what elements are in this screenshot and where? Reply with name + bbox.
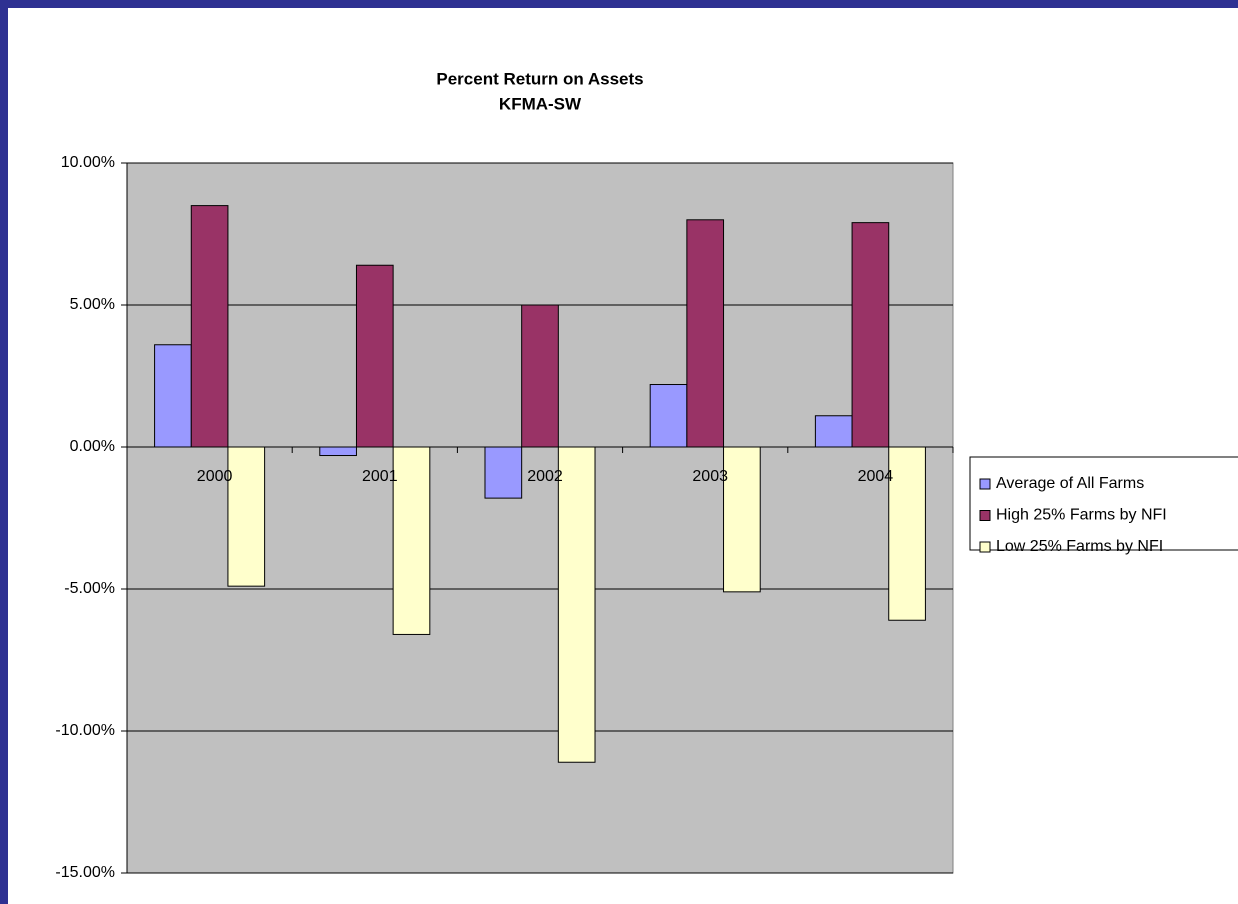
bar bbox=[686, 219, 725, 448]
y-tick-label: 5.00% bbox=[70, 296, 115, 313]
legend-label: High 25% Farms by NFI bbox=[996, 507, 1167, 524]
bar bbox=[227, 446, 266, 587]
bar bbox=[814, 415, 853, 448]
y-tick-label: 0.00% bbox=[70, 438, 115, 455]
y-tick-label: -10.00% bbox=[55, 722, 115, 739]
x-tick-label: 2003 bbox=[692, 468, 728, 485]
bar bbox=[557, 446, 596, 763]
bar bbox=[851, 222, 890, 448]
legend-label: Average of All Farms bbox=[996, 475, 1144, 492]
bar bbox=[392, 446, 431, 635]
bar bbox=[319, 446, 357, 457]
chart-title: Percent Return on Assets bbox=[436, 69, 643, 88]
y-tick-label: 10.00% bbox=[61, 154, 115, 171]
y-tick-label: -15.00% bbox=[55, 864, 115, 881]
legend bbox=[969, 456, 1238, 551]
chart-subtitle: KFMA-SW bbox=[499, 94, 582, 113]
legend-label: Low 25% Farms by NFI bbox=[996, 538, 1163, 555]
x-tick-label: 2004 bbox=[858, 468, 894, 485]
x-tick-label: 2001 bbox=[362, 468, 398, 485]
x-tick-label: 2000 bbox=[197, 468, 233, 485]
bar bbox=[649, 384, 688, 448]
legend-swatch bbox=[979, 510, 991, 521]
legend-swatch bbox=[979, 478, 991, 490]
bar bbox=[190, 205, 229, 448]
y-tick-label: -5.00% bbox=[64, 580, 115, 597]
bar bbox=[484, 446, 523, 499]
bar bbox=[521, 304, 559, 448]
bar bbox=[154, 344, 192, 448]
x-tick-label: 2002 bbox=[527, 468, 563, 485]
bar bbox=[888, 446, 926, 621]
legend-swatch bbox=[979, 541, 991, 553]
bar bbox=[723, 446, 761, 593]
bar bbox=[355, 264, 394, 448]
